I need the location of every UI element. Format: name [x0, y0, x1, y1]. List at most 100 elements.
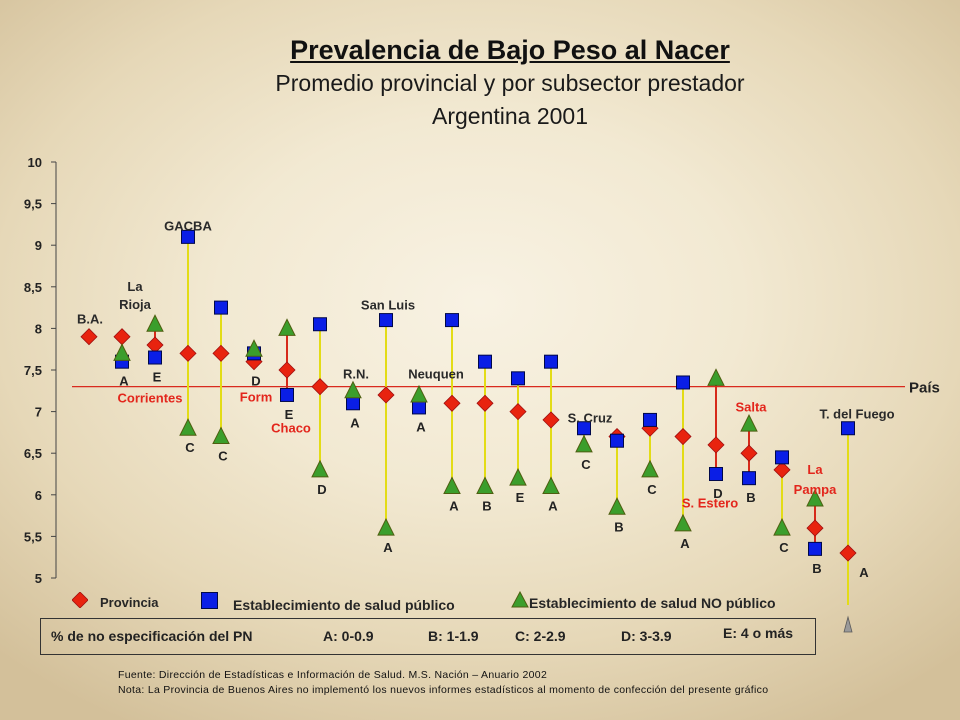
pais-label: País [909, 380, 940, 397]
code-item-d: D: 3-3.9 [621, 628, 672, 644]
no-publico-marker [608, 497, 626, 515]
no-specification-code-label: C [218, 449, 228, 464]
province-label: Form [239, 389, 273, 405]
no-specification-code-label: B [482, 498, 491, 513]
provincia-marker [806, 519, 824, 537]
no-specification-code-label: C [581, 457, 591, 472]
code-item-c: C: 2-2.9 [515, 628, 566, 644]
no-specification-code-label: B [746, 490, 755, 505]
no-publico-marker [278, 318, 296, 336]
y-tick-label: 8,5 [24, 280, 42, 295]
no-publico-marker [509, 468, 527, 486]
no-specification-code-label: C [779, 540, 789, 555]
y-tick-label: 10 [28, 155, 42, 170]
y-tick-label: 9 [35, 238, 42, 253]
publico-marker [775, 450, 789, 465]
publico-marker [445, 313, 459, 328]
no-publico-marker [410, 384, 428, 403]
square-legend-icon [201, 592, 218, 609]
no-specification-code-label: C [647, 482, 657, 497]
no-specification-code-label: D [251, 374, 260, 389]
y-tick-label: 9,5 [24, 197, 42, 212]
triangle-legend-icon [511, 591, 529, 608]
no-publico-marker [146, 314, 164, 332]
provincia-marker [377, 386, 395, 404]
no-specification-code-label: E [285, 407, 294, 422]
publico-marker [577, 421, 591, 436]
no-publico-marker [707, 368, 725, 386]
no-publico-marker [113, 343, 131, 361]
no-publico-marker [443, 476, 461, 494]
y-tick-label: 6,5 [24, 446, 42, 461]
no-publico-marker [344, 380, 362, 399]
no-publico-marker [773, 517, 791, 536]
publico-marker [280, 387, 294, 402]
province-label: La Pampa [793, 462, 837, 497]
no-specification-code-label: B [614, 519, 623, 534]
no-specification-code-label: A [350, 415, 360, 430]
legend-provincia: Provincia [100, 595, 159, 610]
footer: Fuente: Dirección de Estadísticas e Info… [118, 668, 768, 698]
publico-marker [148, 350, 162, 365]
no-specification-code-label: E [516, 490, 525, 505]
no-specification-code-label: B [812, 561, 821, 576]
provincia-marker [278, 361, 296, 379]
no-specification-code-label: A [680, 536, 690, 551]
no-publico-marker [377, 517, 395, 536]
province-label: S. Cruz [567, 410, 613, 426]
footer-source: Fuente: Dirección de Estadísticas e Info… [118, 669, 548, 681]
chart-text-group: 5 5,5 6 6,5 7 7,5 8 8,5 9 9,5 10 País A E C C D E D A A A A B E A… [24, 155, 940, 586]
provincia-marker [311, 378, 329, 396]
legend-publico: Establecimiento de salud público [233, 597, 455, 613]
province-label: R.N. [343, 366, 369, 382]
publico-marker [313, 317, 327, 332]
no-publico-marker [179, 418, 197, 436]
code-item-e: E: 4 o más [723, 625, 794, 641]
y-tick-label: 8 [35, 321, 42, 336]
publico-marker [478, 354, 492, 369]
no-specification-code-label: A [859, 565, 869, 580]
provincia-marker [80, 328, 98, 346]
provincia-marker [839, 544, 857, 562]
publico-marker [808, 541, 822, 556]
provincia-marker [773, 461, 791, 479]
y-tick-label: 5 [35, 571, 42, 586]
title-block: Prevalencia de Bajo Peso al Nacer Promed… [60, 34, 960, 133]
axis-group [51, 161, 905, 579]
diamond-legend-icon [72, 592, 88, 608]
publico-marker [676, 375, 690, 390]
y-tick-label: 7,5 [24, 363, 42, 378]
marker-group [80, 229, 857, 562]
province-label: Neuquen [408, 366, 464, 382]
no-specification-code-label: D [317, 482, 326, 497]
provincia-marker [179, 344, 197, 362]
publico-marker [214, 300, 228, 315]
province-label: B.A. [77, 311, 103, 327]
province-label: Corrientes [117, 390, 183, 406]
no-specification-code-label: C [185, 440, 195, 455]
provincia-marker [542, 411, 560, 429]
provincia-marker [740, 444, 758, 462]
no-specification-code-label: D [713, 486, 722, 501]
no-publico-marker [674, 513, 692, 532]
no-publico-marker [575, 434, 593, 453]
no-specification-code-label: A [119, 374, 129, 389]
provincia-marker [707, 436, 725, 454]
no-publico-marker [740, 413, 758, 432]
no-specification-code-label: E [153, 370, 162, 385]
no-publico-marker [641, 459, 659, 478]
no-publico-marker [476, 476, 494, 494]
chart-title: Prevalencia de Bajo Peso al Nacer [290, 35, 730, 65]
province-label: S. Estero [681, 495, 739, 511]
provincia-marker [476, 394, 494, 412]
code-item-a: A: 0-0.9 [323, 628, 374, 644]
provincia-marker [212, 344, 230, 362]
publico-marker [742, 471, 756, 486]
province-label: La Rioja [119, 279, 151, 312]
gray-pointer-icon [843, 615, 853, 633]
publico-marker [379, 313, 393, 328]
chart-subtitle-year: Argentina 2001 [431, 103, 588, 129]
no-publico-marker [245, 339, 263, 357]
province-label: San Luis [360, 297, 416, 313]
